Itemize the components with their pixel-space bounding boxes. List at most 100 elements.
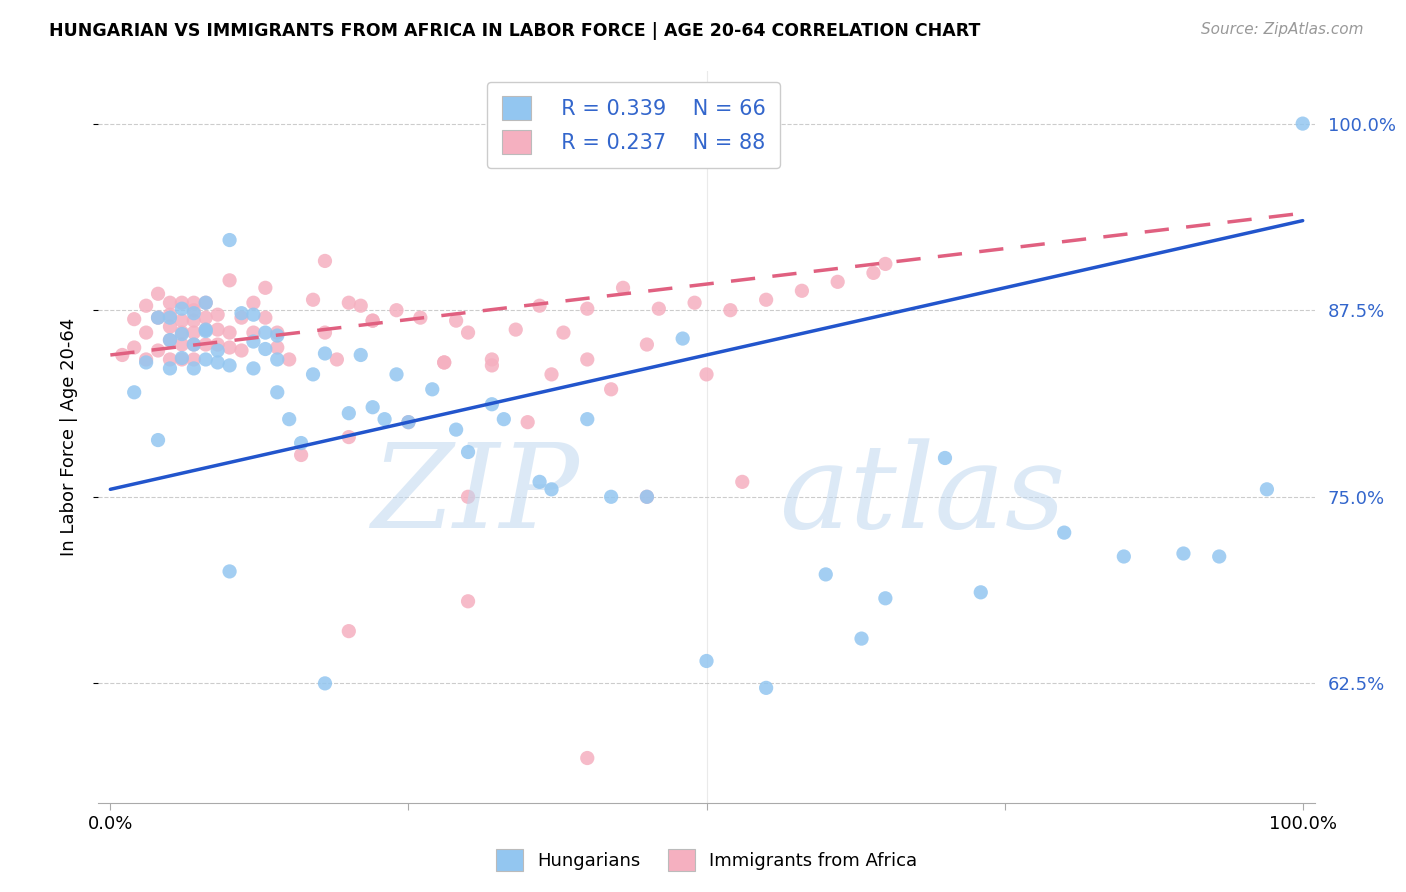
Point <box>207 308 229 322</box>
Point <box>934 450 956 465</box>
Point <box>457 594 479 608</box>
Point <box>231 343 253 358</box>
Point <box>207 355 229 369</box>
Point <box>718 303 741 318</box>
Point <box>254 310 277 325</box>
Point <box>314 254 336 268</box>
Point <box>218 233 240 247</box>
Point <box>970 585 993 599</box>
Point <box>183 295 205 310</box>
Point <box>314 346 336 360</box>
Point <box>862 266 884 280</box>
Point <box>361 313 384 327</box>
Point <box>385 368 408 382</box>
Point <box>207 337 229 351</box>
Point <box>254 326 277 340</box>
Point <box>122 312 145 326</box>
Point <box>755 293 778 307</box>
Point <box>350 299 373 313</box>
Point <box>696 368 718 382</box>
Point <box>396 415 419 429</box>
Point <box>672 332 695 346</box>
Point <box>576 412 599 426</box>
Point <box>444 313 467 327</box>
Point <box>207 343 229 358</box>
Point <box>433 355 456 369</box>
Point <box>170 337 193 351</box>
Point <box>278 412 301 426</box>
Point <box>159 308 181 322</box>
Point <box>337 406 360 420</box>
Point <box>194 337 217 351</box>
Point <box>1173 547 1195 561</box>
Point <box>457 490 479 504</box>
Point <box>481 352 503 367</box>
Point <box>170 351 193 365</box>
Legend: Hungarians, Immigrants from Africa: Hungarians, Immigrants from Africa <box>488 841 925 878</box>
Point <box>254 342 277 356</box>
Point <box>231 306 253 320</box>
Point <box>218 326 240 340</box>
Point <box>218 565 240 579</box>
Point <box>444 423 467 437</box>
Point <box>170 301 193 316</box>
Point <box>266 328 288 343</box>
Point <box>183 337 205 351</box>
Point <box>790 284 813 298</box>
Point <box>553 326 575 340</box>
Point <box>242 361 264 376</box>
Point <box>183 337 205 351</box>
Point <box>183 306 205 320</box>
Point <box>218 359 240 373</box>
Point <box>170 313 193 327</box>
Point <box>254 281 277 295</box>
Point <box>194 295 217 310</box>
Point <box>529 299 551 313</box>
Point <box>350 348 373 362</box>
Point <box>337 295 360 310</box>
Point <box>290 448 312 462</box>
Point <box>1053 525 1076 540</box>
Point <box>302 368 325 382</box>
Point <box>696 654 718 668</box>
Point <box>194 310 217 325</box>
Point <box>492 412 515 426</box>
Point <box>361 313 384 327</box>
Text: HUNGARIAN VS IMMIGRANTS FROM AFRICA IN LABOR FORCE | AGE 20-64 CORRELATION CHART: HUNGARIAN VS IMMIGRANTS FROM AFRICA IN L… <box>49 22 980 40</box>
Point <box>827 275 849 289</box>
Point <box>159 352 181 367</box>
Point <box>146 310 169 325</box>
Point <box>159 319 181 334</box>
Point <box>194 324 217 338</box>
Point <box>457 445 479 459</box>
Point <box>122 341 145 355</box>
Point <box>683 295 706 310</box>
Point <box>242 326 264 340</box>
Point <box>576 751 599 765</box>
Point <box>385 303 408 318</box>
Point <box>1256 483 1278 497</box>
Point <box>266 385 288 400</box>
Point <box>814 567 837 582</box>
Text: ZIP: ZIP <box>371 438 579 553</box>
Point <box>194 295 217 310</box>
Point <box>374 412 396 426</box>
Point <box>170 352 193 367</box>
Point <box>170 327 193 342</box>
Point <box>755 681 778 695</box>
Point <box>266 352 288 367</box>
Point <box>576 301 599 316</box>
Point <box>540 368 562 382</box>
Point <box>636 490 658 504</box>
Point <box>242 295 264 310</box>
Point <box>278 352 301 367</box>
Point <box>231 310 253 325</box>
Point <box>266 341 288 355</box>
Point <box>159 310 181 325</box>
Point <box>146 310 169 325</box>
Point <box>337 624 360 639</box>
Point <box>314 676 336 690</box>
Point <box>875 591 897 606</box>
Point <box>1112 549 1135 564</box>
Y-axis label: In Labor Force | Age 20-64: In Labor Force | Age 20-64 <box>59 318 77 557</box>
